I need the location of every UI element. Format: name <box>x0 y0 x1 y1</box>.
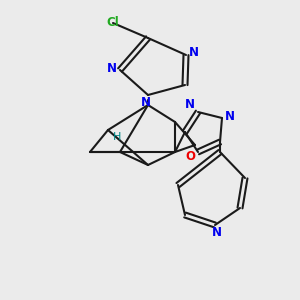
Text: Cl: Cl <box>106 16 119 29</box>
Text: N: N <box>189 46 199 59</box>
Text: H: H <box>113 132 121 142</box>
Text: N: N <box>225 110 235 122</box>
Text: N: N <box>107 61 117 74</box>
Text: O: O <box>185 149 195 163</box>
Text: N: N <box>212 226 222 238</box>
Text: N: N <box>185 98 195 110</box>
Text: N: N <box>141 95 151 109</box>
